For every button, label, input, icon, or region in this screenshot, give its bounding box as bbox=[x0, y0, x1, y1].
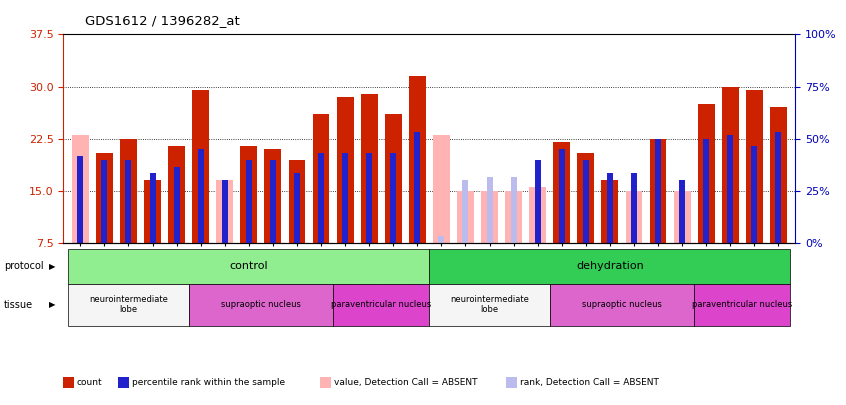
Bar bbox=[168, 146, 185, 243]
Bar bbox=[625, 191, 642, 243]
Bar bbox=[265, 149, 282, 243]
Text: paraventricular nucleus: paraventricular nucleus bbox=[331, 300, 431, 309]
Text: neurointermediate
lobe: neurointermediate lobe bbox=[450, 295, 529, 314]
Text: rank, Detection Call = ABSENT: rank, Detection Call = ABSENT bbox=[520, 378, 659, 387]
Text: supraoptic nucleus: supraoptic nucleus bbox=[221, 300, 301, 309]
Bar bbox=[217, 181, 233, 243]
Bar bbox=[72, 135, 89, 243]
Bar bbox=[198, 149, 204, 243]
Bar bbox=[728, 135, 733, 243]
Bar bbox=[602, 181, 618, 243]
Bar bbox=[312, 114, 329, 243]
Text: paraventricular nucleus: paraventricular nucleus bbox=[692, 300, 793, 309]
Bar bbox=[366, 153, 372, 243]
Bar bbox=[776, 132, 782, 243]
Bar bbox=[360, 94, 377, 243]
Text: count: count bbox=[77, 378, 102, 387]
Bar bbox=[125, 160, 131, 243]
Bar bbox=[463, 181, 469, 243]
Bar bbox=[650, 139, 667, 243]
Text: value, Detection Call = ABSENT: value, Detection Call = ABSENT bbox=[334, 378, 477, 387]
Bar bbox=[390, 153, 396, 243]
Bar bbox=[770, 107, 787, 243]
Bar bbox=[96, 153, 113, 243]
Bar bbox=[751, 146, 757, 243]
Text: ▶: ▶ bbox=[49, 262, 56, 271]
Bar bbox=[558, 149, 565, 243]
Bar bbox=[511, 177, 517, 243]
Bar bbox=[553, 142, 570, 243]
Text: neurointermediate
lobe: neurointermediate lobe bbox=[89, 295, 168, 314]
Bar bbox=[173, 166, 179, 243]
Bar bbox=[607, 173, 613, 243]
Text: percentile rank within the sample: percentile rank within the sample bbox=[132, 378, 285, 387]
Bar bbox=[409, 76, 426, 243]
Bar bbox=[342, 153, 348, 243]
Bar bbox=[722, 87, 739, 243]
Bar bbox=[246, 160, 252, 243]
Bar bbox=[150, 173, 156, 243]
Text: protocol: protocol bbox=[4, 261, 44, 271]
Bar bbox=[583, 160, 589, 243]
Bar bbox=[120, 139, 137, 243]
Bar bbox=[337, 97, 354, 243]
Bar bbox=[679, 181, 685, 243]
Bar bbox=[77, 156, 83, 243]
Bar bbox=[698, 104, 715, 243]
Bar bbox=[486, 177, 492, 243]
Text: supraoptic nucleus: supraoptic nucleus bbox=[582, 300, 662, 309]
Bar bbox=[288, 160, 305, 243]
Bar bbox=[415, 132, 420, 243]
Bar bbox=[673, 191, 690, 243]
Bar bbox=[481, 191, 498, 243]
Bar bbox=[746, 90, 763, 243]
Bar bbox=[577, 153, 594, 243]
Bar bbox=[192, 90, 209, 243]
Bar bbox=[294, 173, 300, 243]
Bar bbox=[433, 135, 450, 243]
Bar bbox=[703, 139, 709, 243]
Bar bbox=[505, 191, 522, 243]
Text: tissue: tissue bbox=[4, 300, 33, 310]
Bar bbox=[385, 114, 402, 243]
Bar bbox=[144, 181, 161, 243]
Text: control: control bbox=[229, 261, 268, 271]
Text: ▶: ▶ bbox=[49, 300, 56, 309]
Bar bbox=[457, 191, 474, 243]
Bar bbox=[222, 181, 228, 243]
Text: GDS1612 / 1396282_at: GDS1612 / 1396282_at bbox=[85, 14, 239, 27]
Bar bbox=[631, 173, 637, 243]
Bar bbox=[530, 188, 547, 243]
Bar bbox=[102, 160, 107, 243]
Bar bbox=[438, 236, 444, 243]
Bar bbox=[535, 160, 541, 243]
Bar bbox=[270, 160, 276, 243]
Bar bbox=[655, 139, 661, 243]
Bar bbox=[240, 146, 257, 243]
Text: dehydration: dehydration bbox=[576, 261, 644, 271]
Bar bbox=[318, 153, 324, 243]
